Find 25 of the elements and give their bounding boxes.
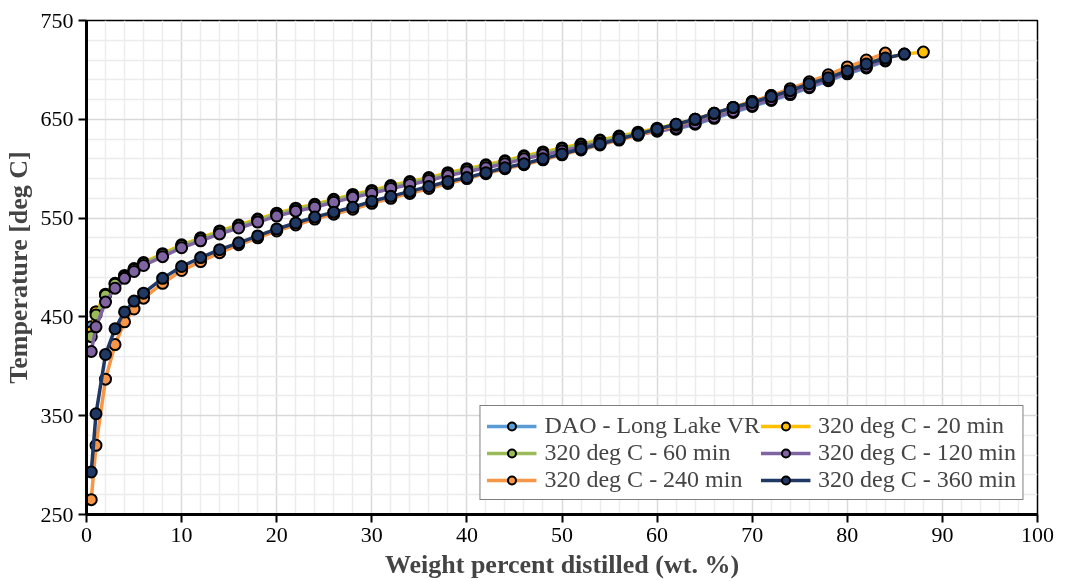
- y-tick-label: 750: [40, 7, 74, 33]
- legend-label: 320 deg C - 120 min: [818, 439, 1016, 466]
- y-axis-title: Temperature [deg C]: [3, 151, 33, 384]
- legend-label: 320 deg C - 360 min: [818, 466, 1016, 493]
- x-axis-title: Weight percent distilled (wt. %): [384, 549, 740, 579]
- x-tick-label: 0: [81, 521, 92, 547]
- x-tick-label: 30: [360, 521, 383, 547]
- x-tick-label: 40: [455, 521, 478, 547]
- x-tick-label: 90: [931, 521, 954, 547]
- y-tick-label: 250: [40, 501, 74, 527]
- x-tick-label: 60: [646, 521, 669, 547]
- x-tick-label: 100: [1021, 521, 1054, 547]
- legend-label: 320 deg C - 20 min: [818, 412, 1004, 439]
- legend-label: DAO - Long Lake VR: [544, 412, 760, 439]
- x-tick-label: 50: [551, 521, 573, 547]
- x-tick-label: 80: [836, 521, 859, 547]
- x-tick-label: 70: [741, 521, 764, 547]
- y-tick-label: 550: [40, 205, 74, 231]
- x-tick-label: 20: [265, 521, 288, 547]
- x-tick-label: 10: [170, 521, 193, 547]
- legend-label: 320 deg C - 60 min: [544, 439, 731, 466]
- y-tick-label: 450: [40, 303, 74, 329]
- legend-label: 320 deg C - 240 min: [544, 466, 743, 493]
- y-tick-label: 350: [40, 402, 74, 428]
- y-tick-label: 650: [40, 106, 74, 132]
